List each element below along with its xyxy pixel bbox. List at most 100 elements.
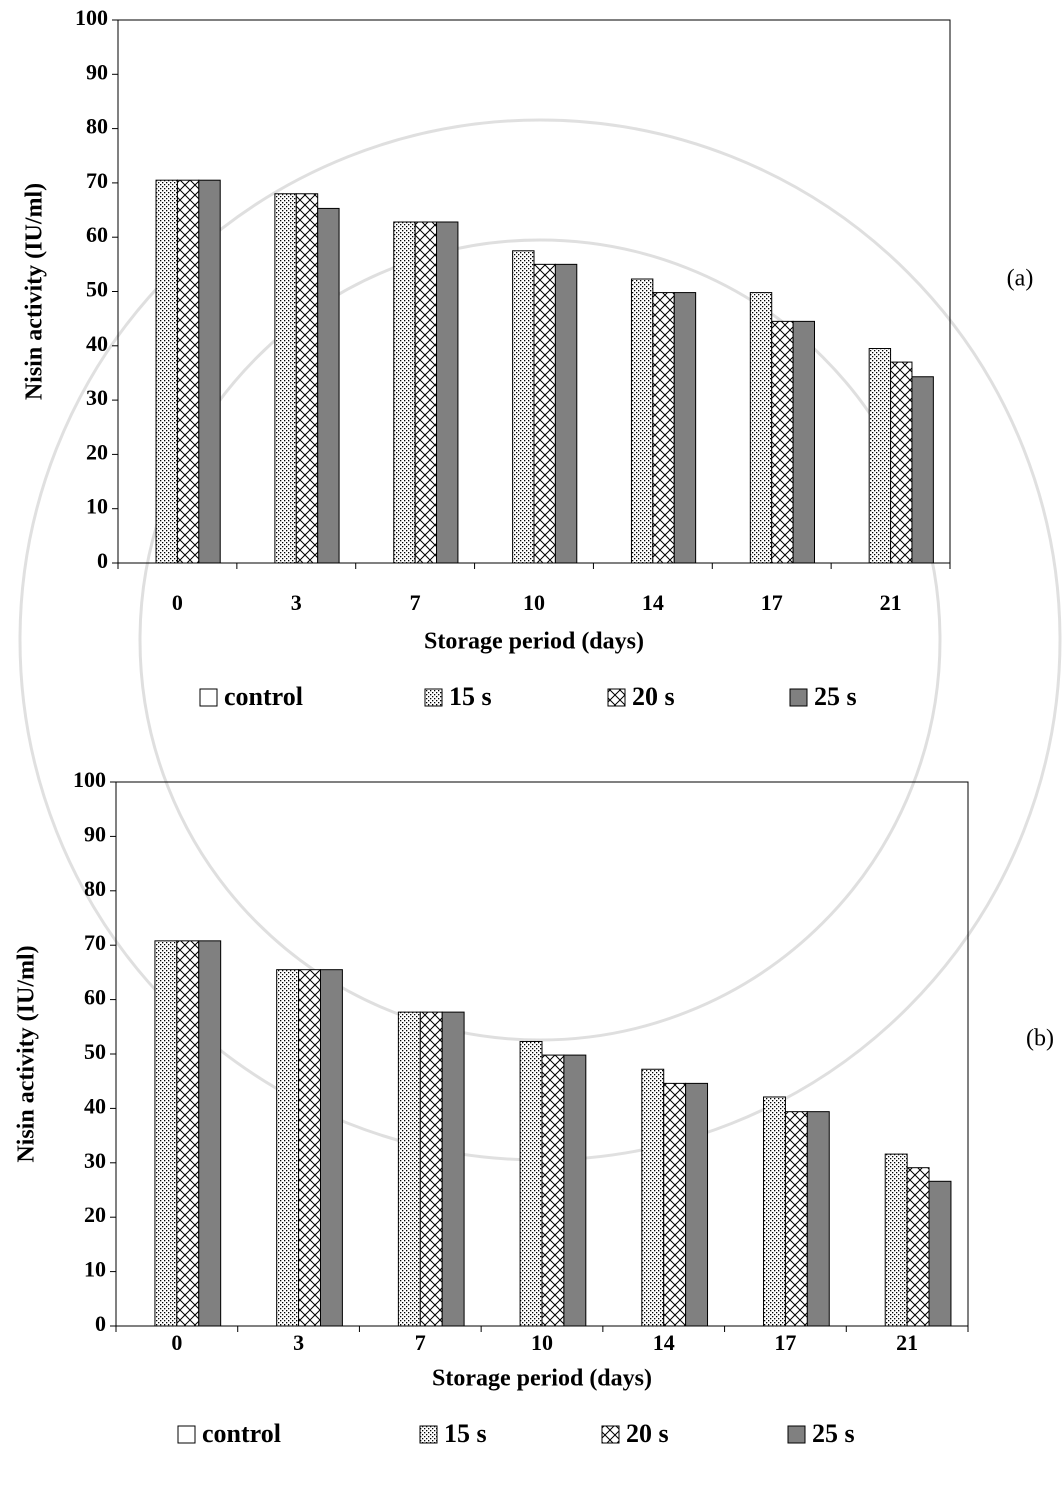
y-axis-title: Nisin activity (IU/ml): [14, 945, 40, 1162]
x-tick-label: 10: [523, 590, 545, 615]
y-tick-label: 20: [84, 1202, 106, 1227]
x-tick-label: 0: [172, 590, 183, 615]
bar: [564, 1055, 586, 1326]
bar: [156, 180, 177, 563]
y-tick-label: 50: [84, 1039, 106, 1064]
x-axis-title: Storage period (days): [424, 629, 644, 655]
bar: [929, 1181, 951, 1326]
bar: [764, 1097, 786, 1326]
legend-swatch: [200, 689, 217, 706]
legend-swatch: [608, 689, 625, 706]
y-tick-label: 80: [86, 114, 108, 139]
y-tick-label: 0: [97, 548, 108, 573]
x-tick-label: 10: [531, 1330, 553, 1355]
y-tick-label: 100: [75, 5, 108, 30]
bar: [885, 1154, 907, 1326]
legend-label: 25 s: [812, 1419, 855, 1448]
y-tick-label: 20: [86, 439, 108, 464]
bar: [320, 970, 342, 1326]
bar: [177, 941, 199, 1326]
x-axis-title: Storage period (days): [432, 1366, 652, 1392]
y-tick-label: 60: [84, 985, 106, 1010]
x-tick-label: 7: [410, 590, 421, 615]
legend-swatch: [788, 1426, 805, 1443]
x-tick-label: 7: [415, 1330, 426, 1355]
y-tick-label: 90: [86, 59, 108, 84]
legend-label: 25 s: [814, 682, 857, 711]
bar: [398, 1012, 420, 1326]
y-tick-label: 50: [86, 277, 108, 302]
y-tick-label: 10: [86, 494, 108, 519]
bar: [785, 1112, 807, 1326]
bar: [891, 362, 912, 563]
legend-label: control: [224, 682, 303, 711]
bar: [296, 194, 317, 563]
bar: [664, 1083, 686, 1326]
legend-swatch: [602, 1426, 619, 1443]
bar: [415, 222, 436, 563]
bar: [155, 941, 177, 1326]
bar: [772, 321, 793, 563]
legend-label: 20 s: [632, 682, 675, 711]
legend-swatch: [425, 689, 442, 706]
legend-swatch: [178, 1426, 195, 1443]
y-tick-label: 70: [84, 930, 106, 955]
bar: [912, 377, 933, 563]
legend-label: 15 s: [449, 682, 492, 711]
bar: [318, 208, 339, 563]
bar: [642, 1069, 664, 1326]
x-tick-label: 21: [880, 590, 902, 615]
y-tick-label: 70: [86, 168, 108, 193]
y-tick-label: 80: [84, 876, 106, 901]
legend-label: 15 s: [444, 1419, 487, 1448]
bar: [420, 1012, 442, 1326]
x-tick-label: 3: [291, 590, 302, 615]
bar: [653, 293, 674, 563]
bar: [199, 180, 220, 563]
bar: [750, 293, 771, 563]
x-tick-label: 14: [642, 590, 664, 615]
y-tick-label: 40: [86, 331, 108, 356]
legend-swatch: [420, 1426, 437, 1443]
x-tick-label: 3: [293, 1330, 304, 1355]
bar: [177, 180, 198, 563]
panel-label: (a): [1007, 266, 1034, 292]
bar: [869, 349, 890, 563]
bar: [674, 293, 695, 563]
y-tick-label: 40: [84, 1093, 106, 1118]
bar: [631, 279, 652, 563]
bar: [542, 1055, 564, 1326]
panel-label: (b): [1026, 1026, 1054, 1052]
bar: [807, 1112, 829, 1326]
legend-label: 20 s: [626, 1419, 669, 1448]
bar: [555, 264, 576, 563]
x-tick-label: 14: [653, 1330, 675, 1355]
bar: [275, 194, 296, 563]
bar: [520, 1041, 542, 1326]
bar: [442, 1012, 464, 1326]
bar: [513, 251, 534, 563]
y-tick-label: 60: [86, 222, 108, 247]
bar: [199, 941, 221, 1326]
bar: [394, 222, 415, 563]
legend-swatch: [790, 689, 807, 706]
bar: [534, 264, 555, 563]
bar: [437, 222, 458, 563]
x-tick-label: 17: [761, 590, 783, 615]
bar: [299, 970, 321, 1326]
y-tick-label: 0: [95, 1311, 106, 1336]
bar: [686, 1083, 708, 1326]
x-tick-label: 21: [896, 1330, 918, 1355]
y-tick-label: 10: [84, 1257, 106, 1282]
x-tick-label: 0: [171, 1330, 182, 1355]
bar: [793, 321, 814, 563]
y-tick-label: 90: [84, 821, 106, 846]
y-tick-label: 30: [84, 1148, 106, 1173]
page: 010203040506070809010003710141721Storage…: [0, 0, 1064, 1482]
y-tick-label: 100: [73, 767, 106, 792]
bar: [277, 970, 299, 1326]
y-tick-label: 30: [86, 385, 108, 410]
x-tick-label: 17: [774, 1330, 796, 1355]
y-axis-title: Nisin activity (IU/ml): [22, 183, 48, 400]
legend-label: control: [202, 1419, 281, 1448]
